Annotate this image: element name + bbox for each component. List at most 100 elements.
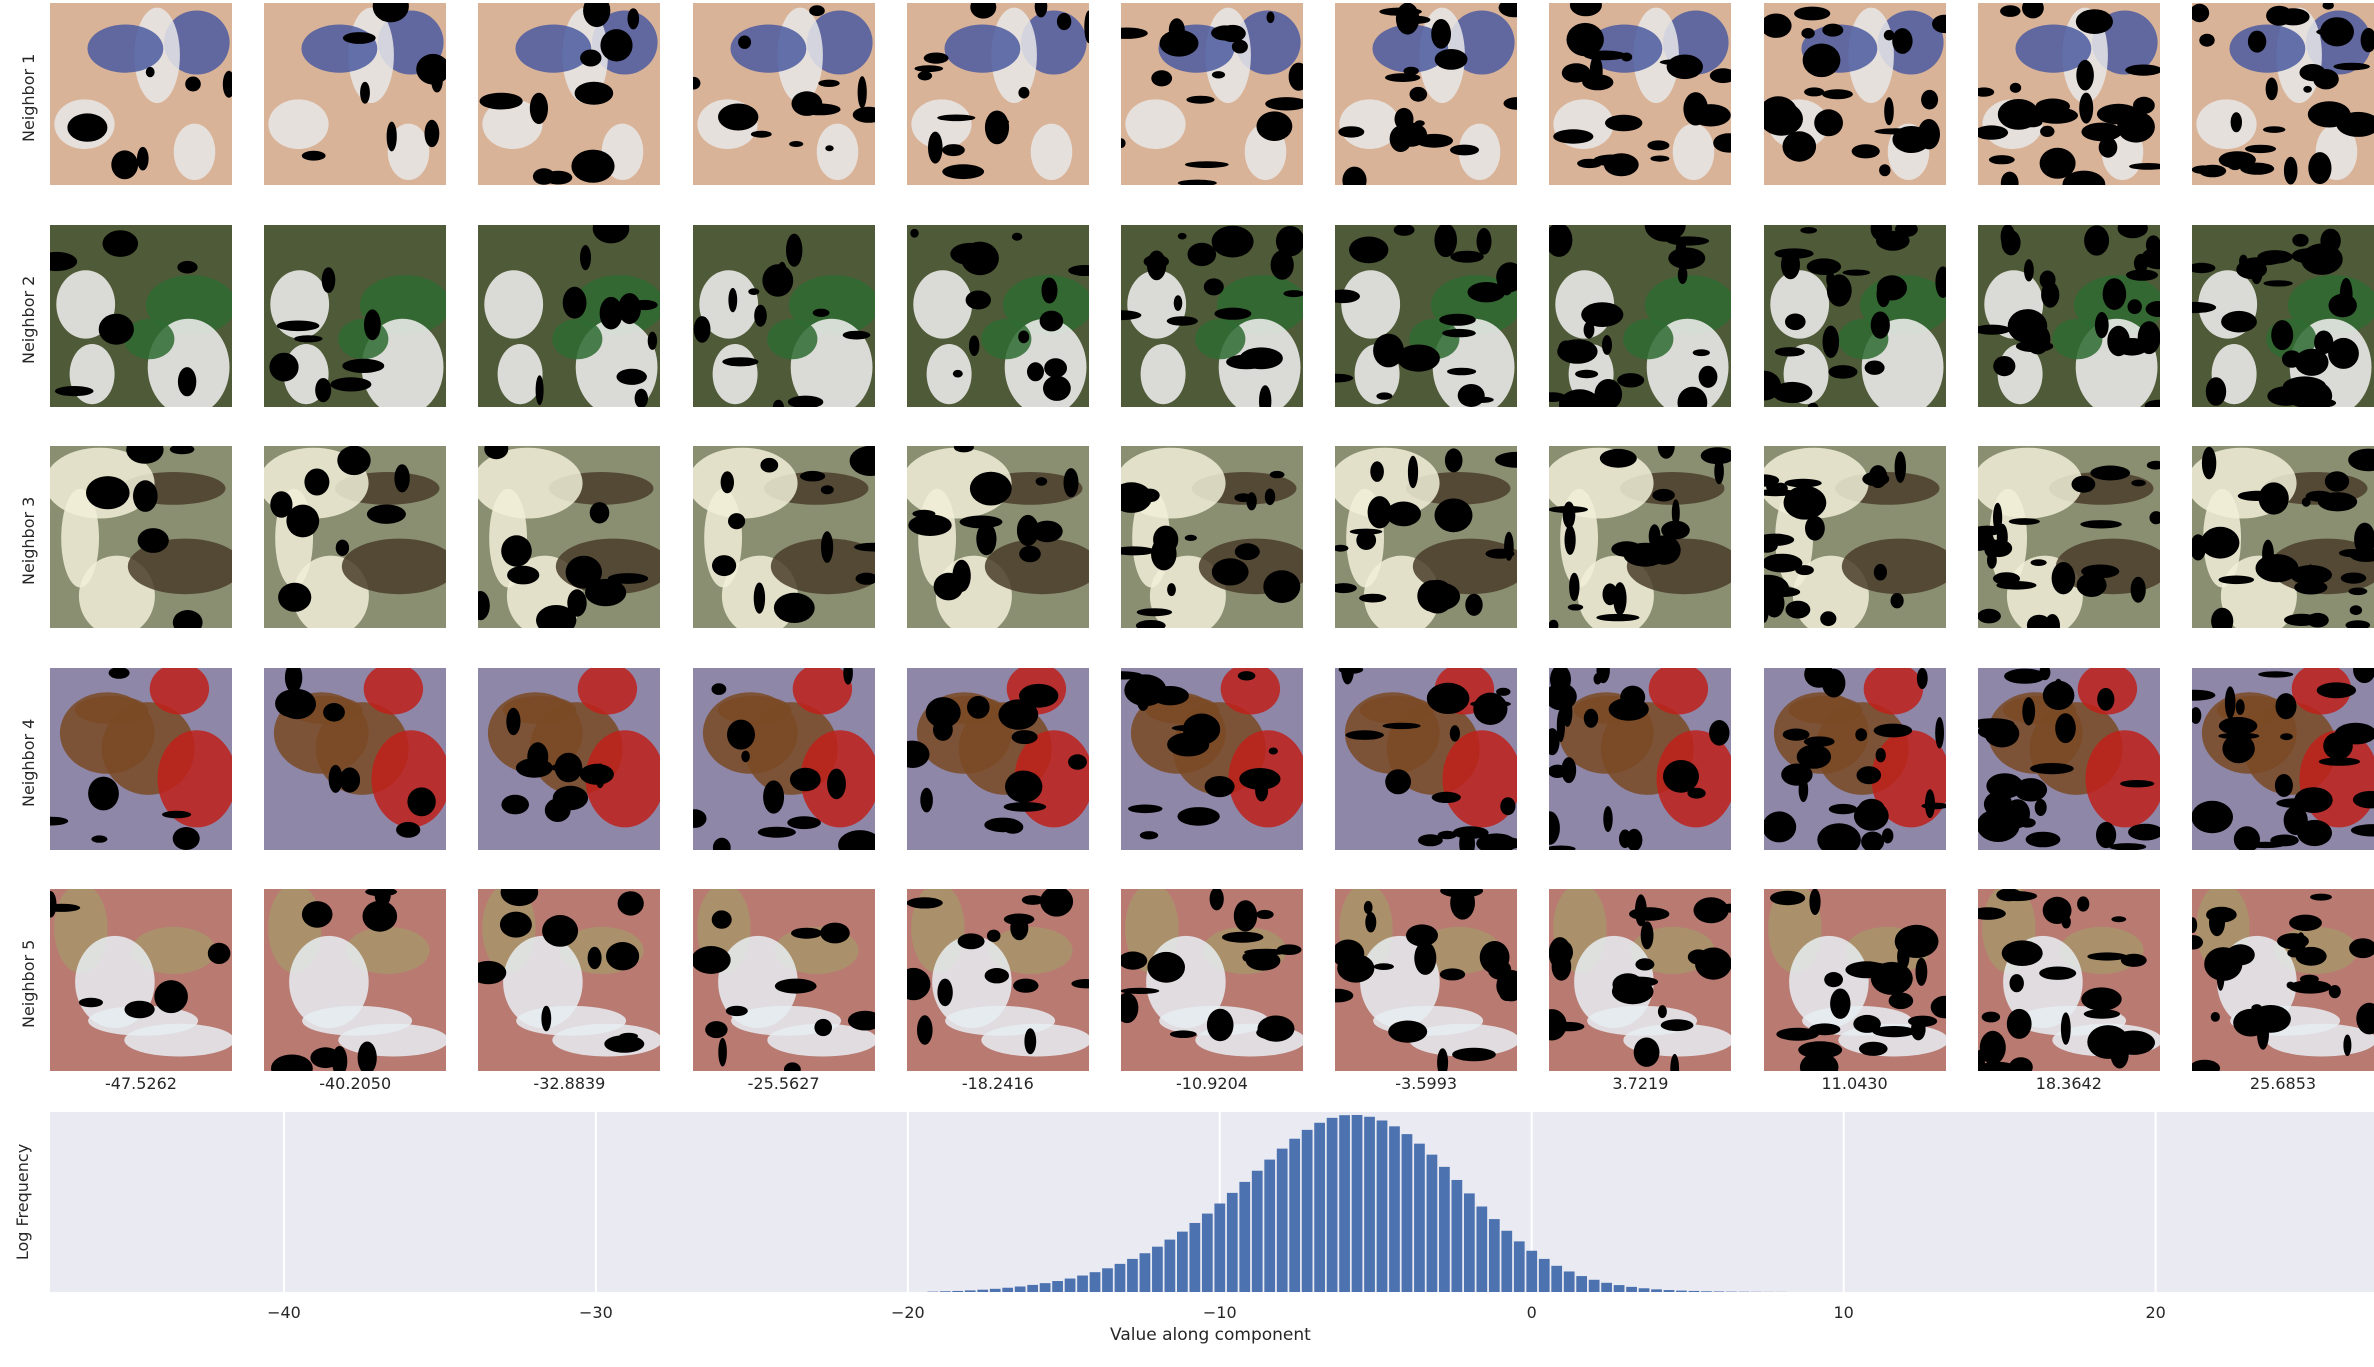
- neighbor-5-image-4: [693, 889, 875, 1071]
- neighbor-1-image-10: [1978, 3, 2160, 185]
- histogram-bar: [1389, 1126, 1400, 1292]
- neighbor-2-image-4: [693, 225, 875, 407]
- neighbor-1-image-7: [1335, 3, 1517, 185]
- neighbor-3-image-9: [1764, 446, 1946, 628]
- y-axis-label: Log Frequency: [13, 1144, 32, 1260]
- histogram-bar: [1402, 1134, 1413, 1292]
- histogram-bar: [1302, 1130, 1313, 1292]
- histogram-bar: [1140, 1253, 1151, 1292]
- x-tick-label: −30: [579, 1303, 613, 1322]
- histogram-bar: [1289, 1139, 1300, 1292]
- histogram-bar: [977, 1290, 988, 1292]
- histogram-bar: [1077, 1276, 1088, 1292]
- histogram-bar: [1501, 1231, 1512, 1292]
- x-tick-label: −40: [267, 1303, 301, 1322]
- neighbor-2-image-11: [2192, 225, 2374, 407]
- histogram-bar: [1090, 1272, 1101, 1292]
- neighbor-3-image-2: [264, 446, 446, 628]
- neighbor-5-image-5: [907, 889, 1089, 1071]
- neighbor-1-image-2: [264, 3, 446, 185]
- neighbor-5-image-8: [1549, 889, 1731, 1071]
- histogram-bar: [990, 1289, 1001, 1292]
- neighbor-5-image-10: [1978, 889, 2160, 1071]
- histogram-bar: [965, 1290, 976, 1292]
- histogram-bar: [1102, 1268, 1113, 1292]
- row-label-neighbor-1: Neighbor 1: [19, 54, 38, 142]
- x-tick-label: 10: [1834, 1303, 1854, 1322]
- row-label-neighbor-4: Neighbor 4: [19, 718, 38, 806]
- x-axis-label: Value along component: [1110, 1325, 1311, 1345]
- histogram-bar: [1514, 1241, 1525, 1292]
- neighbor-3-image-3: [478, 446, 660, 628]
- neighbor-2-image-2: [264, 225, 446, 407]
- neighbor-4-image-7: [1335, 668, 1517, 850]
- column-value-label: -40.2050: [264, 1074, 446, 1093]
- column-value-label: 3.7219: [1549, 1074, 1731, 1093]
- histogram-bar: [1152, 1247, 1163, 1292]
- histogram-bar: [1002, 1288, 1013, 1292]
- x-tick-label: −20: [891, 1303, 925, 1322]
- neighbor-2-image-3: [478, 225, 660, 407]
- histogram-bar: [1202, 1214, 1213, 1292]
- neighbor-5-image-2: [264, 889, 446, 1071]
- histogram-bar: [1177, 1232, 1188, 1292]
- histogram-bar: [1427, 1155, 1438, 1292]
- histogram-bar: [1539, 1259, 1550, 1292]
- histogram-bar: [1027, 1285, 1038, 1292]
- histogram-bar: [1227, 1193, 1238, 1292]
- histogram-bar: [1314, 1123, 1325, 1292]
- histogram-bar: [1564, 1271, 1575, 1292]
- neighbor-3-image-10: [1978, 446, 2160, 628]
- neighbor-4-image-4: [693, 668, 875, 850]
- neighbor-1-image-8: [1549, 3, 1731, 185]
- neighbor-4-image-10: [1978, 668, 2160, 850]
- neighbor-2-image-6: [1121, 225, 1303, 407]
- histogram-bar: [1714, 1291, 1725, 1292]
- histogram-bar: [1476, 1207, 1487, 1292]
- neighbor-2-image-5: [907, 225, 1089, 407]
- neighbor-1-image-4: [693, 3, 875, 185]
- histogram-bar: [1589, 1280, 1600, 1292]
- neighbor-4-image-11: [2192, 668, 2374, 850]
- neighbor-3-image-11: [2192, 446, 2374, 628]
- histogram-bar: [1489, 1219, 1500, 1292]
- row-label-neighbor-2: Neighbor 2: [19, 275, 38, 363]
- histogram-bar: [1189, 1223, 1200, 1292]
- neighbor-4-image-9: [1764, 668, 1946, 850]
- neighbor-5-image-9: [1764, 889, 1946, 1071]
- histogram-bar: [1339, 1115, 1350, 1292]
- neighbor-3-image-8: [1549, 446, 1731, 628]
- neighbor-1-image-1: [50, 3, 232, 185]
- histogram-bar: [1689, 1291, 1700, 1292]
- neighbor-3-image-1: [50, 446, 232, 628]
- column-value-label: -10.9204: [1121, 1074, 1303, 1093]
- histogram-bar: [1414, 1144, 1425, 1292]
- histogram-bar: [1040, 1283, 1051, 1292]
- column-value-label: -3.5993: [1335, 1074, 1517, 1093]
- histogram-bar: [1364, 1117, 1375, 1292]
- neighbor-3-image-4: [693, 446, 875, 628]
- histogram-bar: [1252, 1171, 1263, 1292]
- row-label-neighbor-5: Neighbor 5: [19, 940, 38, 1028]
- histogram-bar: [1277, 1149, 1288, 1292]
- histogram-bar: [1065, 1279, 1076, 1292]
- neighbor-5-image-3: [478, 889, 660, 1071]
- histogram-bar: [1601, 1283, 1612, 1292]
- neighbor-2-image-7: [1335, 225, 1517, 407]
- neighbor-5-image-11: [2192, 889, 2374, 1071]
- histogram-bar: [1626, 1287, 1637, 1292]
- column-value-label: -18.2416: [907, 1074, 1089, 1093]
- neighbor-4-image-2: [264, 668, 446, 850]
- histogram-bar: [1664, 1290, 1675, 1292]
- neighbor-4-image-5: [907, 668, 1089, 850]
- histogram-bar: [1701, 1291, 1712, 1292]
- histogram-bar: [952, 1291, 963, 1292]
- x-tick-label: −10: [1203, 1303, 1237, 1322]
- neighbor-2-image-9: [1764, 225, 1946, 407]
- column-value-label: 25.6853: [2192, 1074, 2374, 1093]
- neighbor-1-image-6: [1121, 3, 1303, 185]
- histogram-bar: [1327, 1118, 1338, 1292]
